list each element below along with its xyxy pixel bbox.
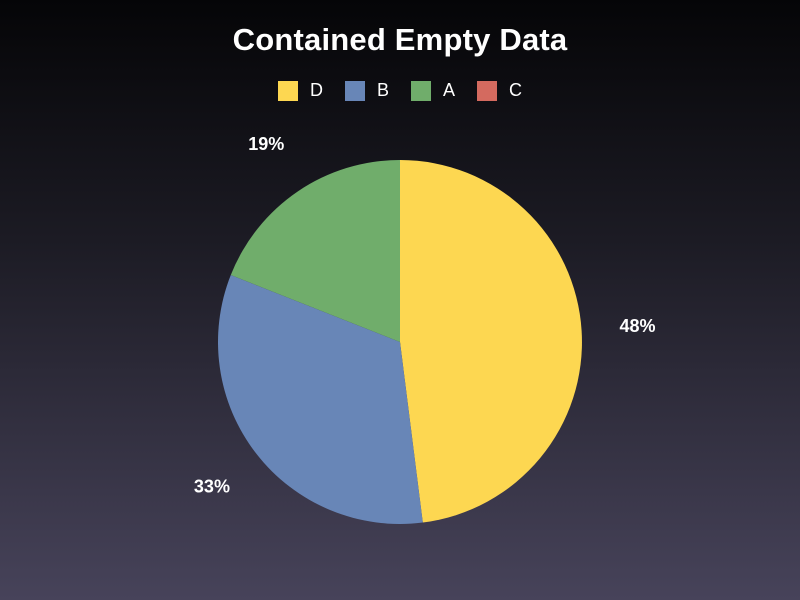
- slice-label-b: 33%: [194, 477, 230, 497]
- pie-slice-a[interactable]: [230, 160, 400, 342]
- legend-item-d[interactable]: D: [277, 80, 323, 101]
- legend-item-a[interactable]: A: [411, 80, 455, 101]
- legend-swatch-b: [344, 80, 365, 101]
- legend-swatch-d: [277, 80, 298, 101]
- legend-swatch-c: [477, 80, 498, 101]
- pie-slice-d[interactable]: [400, 160, 582, 523]
- legend-swatch-a: [411, 80, 431, 101]
- legend-label-c: C: [509, 80, 523, 100]
- slice-label-d: 48%: [620, 316, 656, 336]
- legend: D B A C: [0, 80, 800, 101]
- legend-item-c[interactable]: C: [477, 80, 522, 101]
- chart-title: Contained Empty Data: [232, 22, 568, 57]
- legend-label-d: D: [309, 80, 323, 100]
- legend-item-b[interactable]: B: [344, 80, 389, 101]
- slice-label-a: 19%: [248, 134, 284, 154]
- pie-slice-b[interactable]: [218, 275, 423, 524]
- legend-label-a: A: [443, 80, 456, 100]
- legend-label-b: B: [376, 80, 389, 100]
